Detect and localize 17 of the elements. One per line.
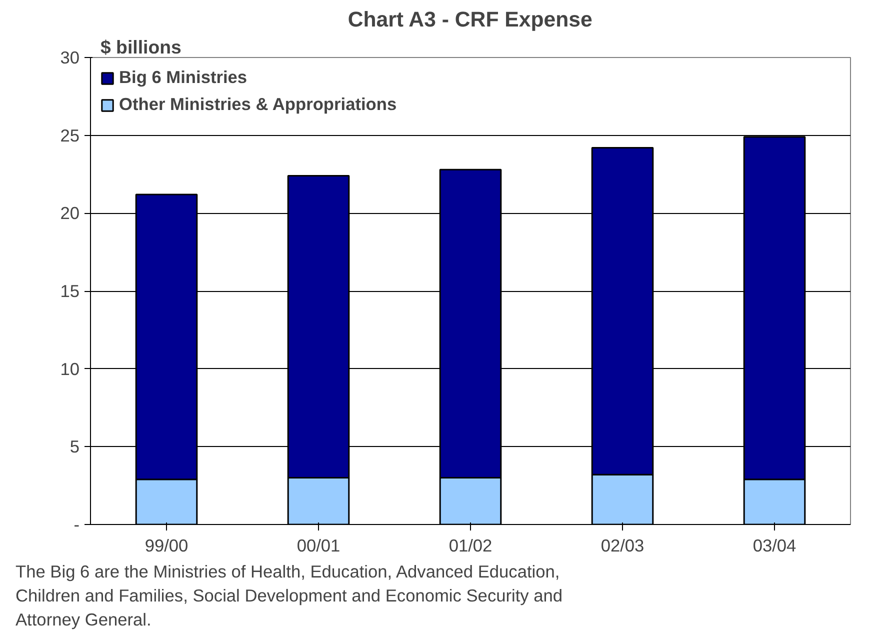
y-tick-label: 10 xyxy=(60,358,80,379)
text: The Big 6 are the Ministries of Health, Education, Advanced Education, Children and Families, Social Development and Economic Security and Attorney General. xyxy=(16,562,563,630)
y-tick-label: 25 xyxy=(60,125,80,146)
y-tick-label: - xyxy=(74,514,80,534)
y-tick-label: 20 xyxy=(60,203,80,224)
y-axis-title: $ billions xyxy=(100,36,182,58)
legend-label: Other Ministries & Appropriations xyxy=(119,94,397,115)
x-tick-label: 00/01 xyxy=(296,536,340,556)
x-tick-label: 03/04 xyxy=(752,536,797,556)
y-tick-label: 15 xyxy=(60,281,80,301)
y-tick-label: 5 xyxy=(70,436,80,457)
chart-title: Chart A3 - CRF Expense xyxy=(348,8,593,32)
x-tick-label: 02/03 xyxy=(600,536,644,556)
x-tick-label: 01/02 xyxy=(448,536,492,556)
y-tick-label: 30 xyxy=(60,48,80,68)
legend-label: Big 6 Ministries xyxy=(119,67,248,88)
x-tick-label: 99/00 xyxy=(144,536,188,556)
